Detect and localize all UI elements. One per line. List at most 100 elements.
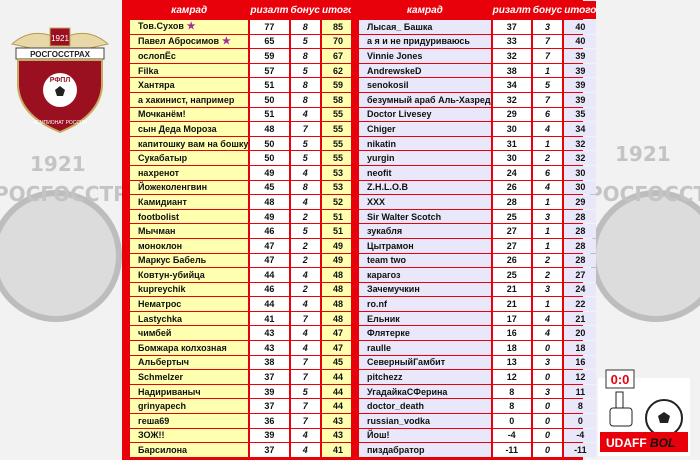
result-value: 37: [250, 399, 289, 414]
background-ball-right: [590, 190, 700, 322]
svg-text:РФПЛ: РФПЛ: [50, 77, 71, 84]
bonus-value: 4: [290, 428, 320, 443]
bonus-value: 1: [532, 195, 563, 209]
total-value: 28: [564, 224, 597, 238]
table-row: Сукабатыр 50 5 55: [130, 151, 355, 165]
player-name: ЗОЖ!!: [130, 428, 249, 443]
rfpl-logo: 1921 РОСГОССТРАХ РФПЛ ЧЕМПИОНАТ РОССИИ: [10, 27, 110, 134]
table-row: footbolist 49 2 51: [130, 209, 355, 224]
result-value: 41: [250, 311, 289, 326]
result-value: -11: [492, 443, 531, 457]
bonus-value: 0: [532, 370, 563, 384]
bonus-value: 1: [532, 63, 563, 78]
table-row: Хантяра 51 8 59: [130, 78, 355, 92]
bonus-value: 4: [532, 311, 563, 326]
bonus-value: 7: [532, 49, 563, 63]
player-name: Надириваныч: [130, 384, 249, 399]
total-value: 43: [321, 414, 355, 428]
result-value: 50: [250, 92, 289, 107]
svg-text:UDAFF: UDAFF: [606, 436, 647, 450]
bonus-value: 3: [532, 384, 563, 399]
background-year-left: 1921: [30, 152, 86, 176]
bonus-value: 5: [290, 224, 320, 238]
table-row: Filka 57 5 62: [130, 63, 355, 78]
player-name: XXX: [359, 195, 491, 209]
total-value: 44: [321, 384, 355, 399]
result-value: 57: [250, 63, 289, 78]
table-row: russian_vodka 0 0 0: [359, 414, 597, 428]
result-value: 29: [492, 107, 531, 122]
header-total: итого: [321, 1, 355, 19]
bonus-value: 4: [532, 122, 563, 136]
total-value: 55: [321, 122, 355, 136]
table-row: XXX 28 1 29: [359, 195, 597, 209]
table-row: Тов.Сухов ★ 77 8 85: [130, 20, 355, 34]
player-name: Хантяра: [130, 78, 249, 92]
result-value: 0: [492, 414, 531, 428]
bonus-value: 0: [532, 443, 563, 457]
total-value: 48: [321, 297, 355, 311]
player-name: безумный араб Аль-Хазред: [359, 92, 491, 107]
table-row: Lastychka 41 7 48: [130, 311, 355, 326]
bonus-value: 5: [290, 63, 320, 78]
table-row: Ельник 17 4 21: [359, 311, 597, 326]
total-value: 18: [564, 341, 597, 355]
bonus-value: 3: [532, 282, 563, 297]
bonus-value: 8: [290, 49, 320, 63]
total-value: 16: [564, 355, 597, 370]
result-value: 46: [250, 282, 289, 297]
player-name: моноклон: [130, 238, 249, 253]
bonus-value: 0: [532, 341, 563, 355]
result-value: 26: [492, 253, 531, 268]
total-value: 11: [564, 384, 597, 399]
bonus-value: 5: [290, 151, 320, 165]
player-name: Камидиант: [130, 195, 249, 209]
result-value: 43: [250, 326, 289, 341]
result-value: 77: [250, 20, 289, 34]
table-row: team two 26 2 28: [359, 253, 597, 268]
bonus-value: 2: [290, 253, 320, 268]
result-value: 12: [492, 370, 531, 384]
table-row: Павел Абросимов ★ 65 5 70: [130, 34, 355, 49]
bonus-value: 2: [290, 282, 320, 297]
result-value: 39: [250, 384, 289, 399]
total-value: 51: [321, 209, 355, 224]
table-row: pitchezz 12 0 12: [359, 370, 597, 384]
total-value: 49: [321, 238, 355, 253]
table-row: безумный араб Аль-Хазред 32 7 39: [359, 92, 597, 107]
player-name: Sir Walter Scotch: [359, 209, 491, 224]
total-value: 41: [321, 443, 355, 457]
udaffbol-logo: 0:0 UDAFF BOL: [598, 369, 690, 456]
table-row: СеверныйГамбит 13 3 16: [359, 355, 597, 370]
bonus-value: 4: [290, 195, 320, 209]
bonus-value: 1: [532, 238, 563, 253]
player-name: Мочканём!: [130, 107, 249, 122]
header-name: камрад: [130, 1, 249, 19]
player-name: kupreychik: [130, 282, 249, 297]
total-value: 30: [564, 180, 597, 195]
table-row: Маркус Бабель 47 2 49: [130, 253, 355, 268]
table-row: Йош! -4 0 -4: [359, 428, 597, 443]
bonus-value: 7: [532, 92, 563, 107]
table-row: Doctor Livesey 29 6 35: [359, 107, 597, 122]
total-value: 24: [564, 282, 597, 297]
total-value: 47: [321, 341, 355, 355]
player-name: Doctor Livesey: [359, 107, 491, 122]
result-value: 28: [492, 195, 531, 209]
total-value: 32: [564, 151, 597, 165]
result-value: 48: [250, 195, 289, 209]
total-value: 39: [564, 63, 597, 78]
player-name: нахренот: [130, 165, 249, 180]
table-row: Ковтун-убийца 44 4 48: [130, 268, 355, 282]
bonus-value: 6: [532, 107, 563, 122]
right-standings-table: камрад ризалт бонус итого Лысая_ Башка 37…: [357, 0, 598, 458]
result-value: 65: [250, 34, 289, 49]
total-value: 30: [564, 165, 597, 180]
header-total: итого: [564, 1, 597, 19]
result-value: 47: [250, 238, 289, 253]
table-row: Нематрос 44 4 48: [130, 297, 355, 311]
total-value: 43: [321, 428, 355, 443]
table-row: ro.nf 21 1 22: [359, 297, 597, 311]
svg-text:РОСГОССТРАХ: РОСГОССТРАХ: [30, 50, 91, 59]
total-value: 70: [321, 34, 355, 49]
